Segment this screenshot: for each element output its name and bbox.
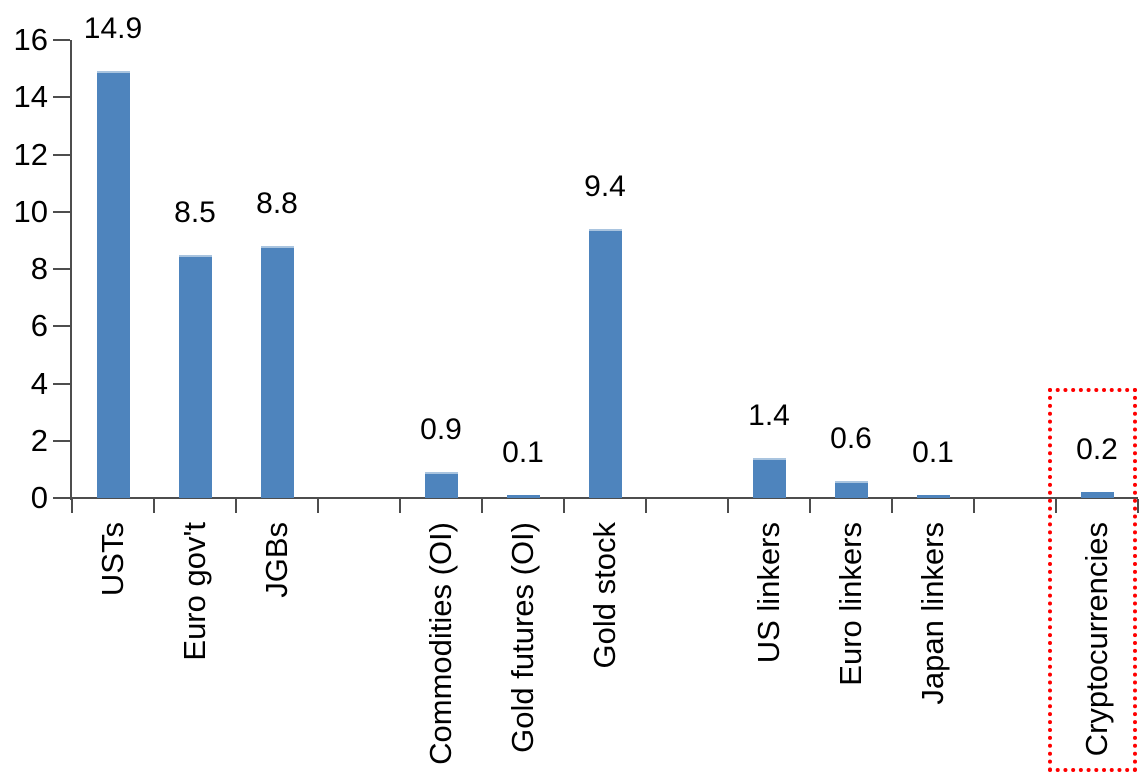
y-axis-tick-label: 4	[30, 365, 48, 401]
x-axis-tick	[809, 499, 811, 513]
x-axis-tick	[1137, 499, 1139, 513]
x-axis-tick	[973, 499, 975, 513]
y-axis-tick	[53, 96, 70, 99]
bar-jgbs	[260, 246, 294, 498]
y-axis-tick-label: 8	[30, 251, 48, 286]
y-axis-tick-label: 10	[13, 193, 48, 229]
highlight-box	[1048, 388, 1137, 772]
y-axis-tick	[53, 153, 70, 156]
bar-value-label: 0.2	[1076, 433, 1118, 466]
bar-value-label: 0.1	[912, 436, 954, 469]
y-axis-tick-label: 16	[13, 22, 48, 57]
bar-euro-gov-t	[178, 255, 212, 498]
bar-value-label: 8.5	[174, 196, 216, 229]
x-axis-tick	[481, 499, 483, 513]
y-axis-tick	[53, 268, 70, 270]
x-axis-category-label: Gold stock	[587, 522, 622, 669]
bar-usts	[96, 71, 130, 498]
y-axis-line	[70, 40, 72, 500]
bar-value-label: 0.9	[420, 413, 462, 446]
x-axis-category-label: USTs	[95, 522, 130, 597]
x-axis-category-label: JGBs	[259, 522, 294, 598]
x-axis-category-label: Euro gov't	[177, 522, 212, 661]
x-axis-tick	[317, 499, 319, 513]
bar-value-label: 1.4	[748, 399, 790, 432]
x-axis-tick	[71, 499, 73, 513]
bar-gold-futures-oi-	[506, 495, 540, 498]
y-axis-tick	[53, 497, 70, 499]
y-axis-tick-label: 2	[30, 422, 48, 458]
x-axis-category-label: Gold futures (OI)	[505, 522, 540, 753]
x-axis-line	[70, 497, 1138, 499]
bar-euro-linkers	[834, 481, 868, 498]
bar-value-label: 8.8	[256, 187, 298, 220]
x-axis-tick	[235, 499, 237, 513]
x-axis-tick	[563, 499, 565, 513]
y-axis-tick	[53, 39, 70, 41]
bar-cryptocurrencies	[1080, 492, 1114, 498]
y-axis-tick	[53, 210, 70, 213]
y-axis-tick-label: 12	[13, 136, 48, 172]
y-axis-tick	[53, 382, 70, 385]
x-axis-category-label: Commodities (OI)	[423, 522, 458, 765]
y-axis-tick-label: 6	[30, 308, 48, 344]
x-axis-category-label: US linkers	[751, 522, 786, 664]
x-axis-tick	[153, 499, 155, 513]
y-axis-tick	[53, 325, 70, 328]
bar-gold-stock	[588, 229, 622, 498]
x-axis-tick	[891, 499, 893, 513]
bar-japan-linkers	[916, 495, 950, 498]
x-axis-tick	[399, 499, 401, 513]
x-axis-tick	[645, 499, 647, 513]
y-axis-tick-label: 0	[30, 480, 48, 515]
x-axis-tick	[727, 499, 729, 513]
bar-value-label: 0.1	[502, 436, 544, 469]
bar-value-label: 0.6	[830, 422, 872, 455]
bar-value-label: 9.4	[584, 170, 626, 203]
x-axis-tick	[1055, 499, 1057, 513]
x-axis-category-label: Japan linkers	[915, 522, 950, 705]
y-axis-tick	[53, 439, 70, 442]
y-axis-tick-label: 14	[13, 79, 48, 115]
bar-us-linkers	[752, 458, 786, 498]
x-axis-category-label: Euro linkers	[833, 522, 868, 686]
bar-value-label: 14.9	[83, 12, 143, 45]
bar-commodities-oi-	[424, 472, 458, 498]
